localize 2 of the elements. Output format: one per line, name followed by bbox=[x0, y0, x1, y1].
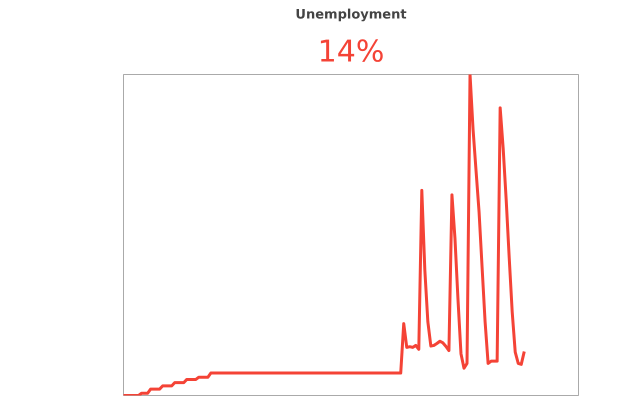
chart-title: Unemployment bbox=[295, 8, 407, 22]
chart-subtitle: 14% bbox=[318, 34, 384, 70]
